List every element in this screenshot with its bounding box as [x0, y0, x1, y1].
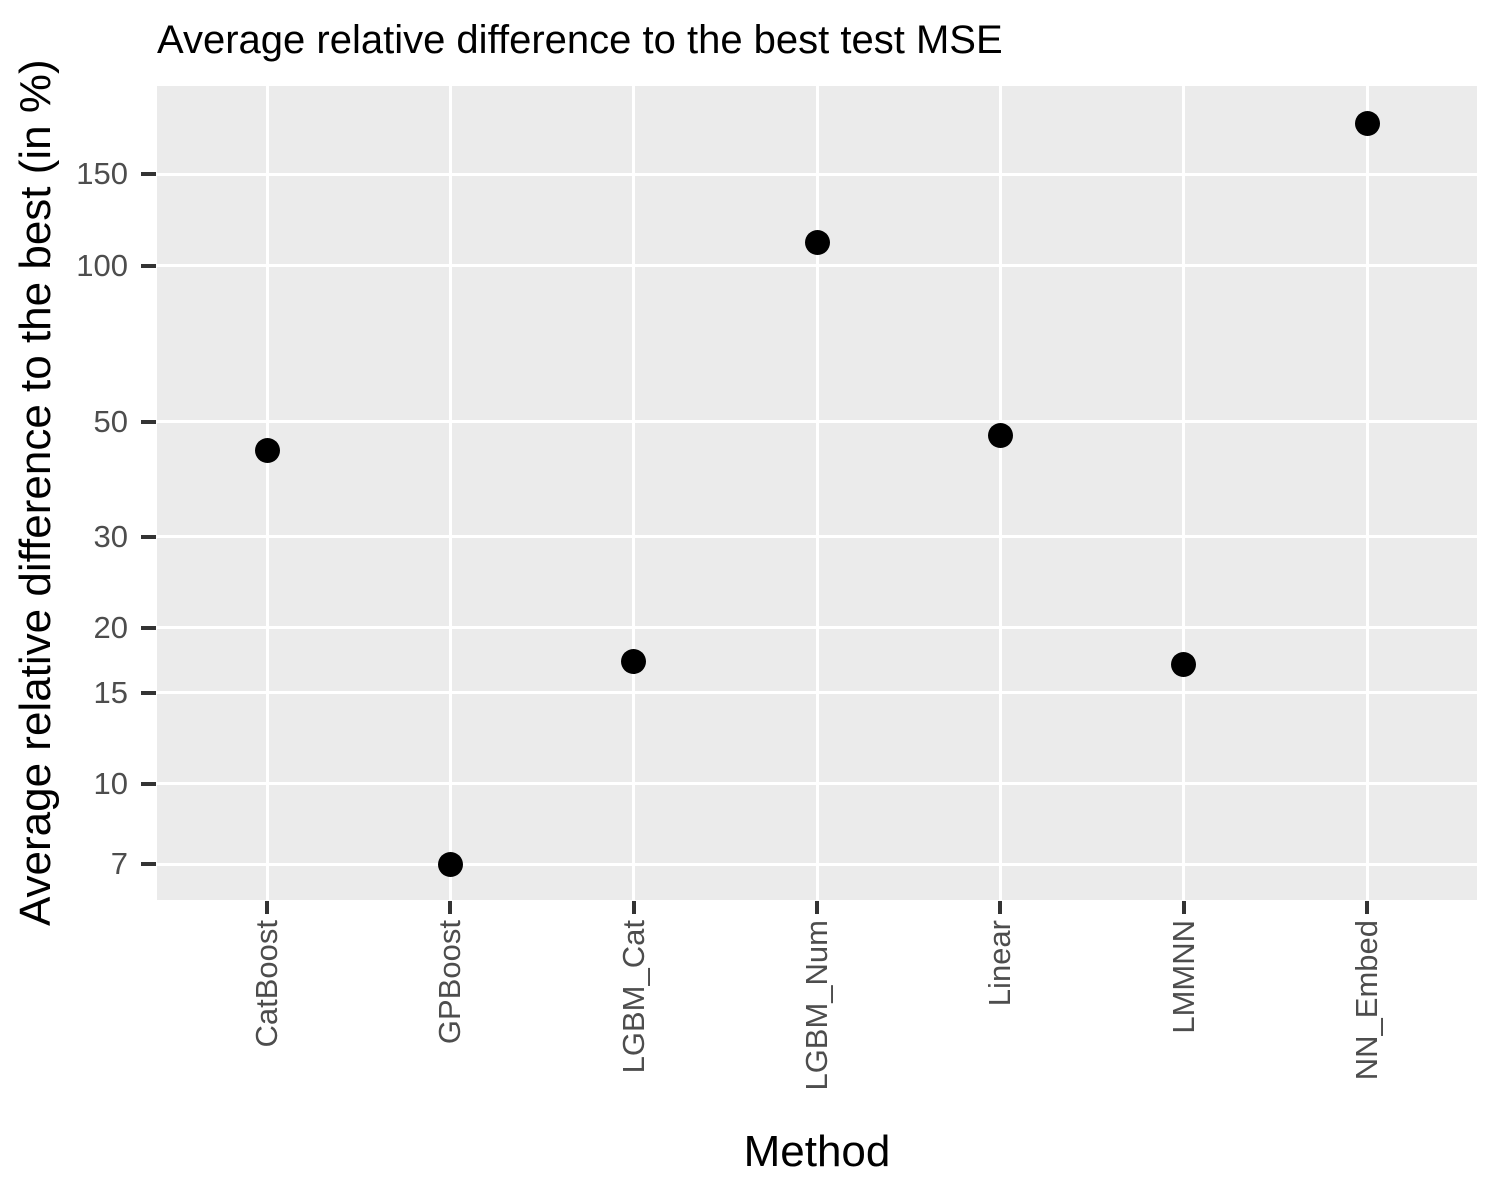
data-point-lgbm_num	[804, 229, 830, 255]
x-tick-label-gpboost: GPBoost	[432, 920, 468, 1045]
y-tick	[141, 263, 156, 268]
x-tick	[265, 901, 269, 914]
y-tick-label: 150	[76, 156, 128, 192]
data-point-catboost	[254, 437, 280, 463]
y-tick	[141, 862, 156, 867]
y-tick	[141, 625, 156, 630]
gridline-vertical	[1365, 86, 1369, 900]
x-tick-label-linear: Linear	[982, 920, 1018, 1007]
gridline-vertical	[265, 86, 269, 900]
y-tick	[141, 690, 156, 695]
chart-title: Average relative difference to the best …	[157, 18, 1003, 62]
x-tick	[815, 901, 819, 914]
y-tick-label: 50	[93, 403, 128, 439]
gridline-vertical	[632, 86, 636, 900]
y-tick	[141, 172, 156, 177]
x-tick-label-nn_embed: NN_Embed	[1349, 920, 1384, 1081]
gridline-vertical	[998, 86, 1002, 900]
gridline-vertical	[1182, 86, 1186, 900]
data-point-linear	[987, 422, 1013, 448]
y-tick	[141, 419, 156, 424]
gridline-vertical	[448, 86, 452, 900]
y-tick-label: 30	[93, 518, 128, 554]
x-tick	[631, 901, 636, 914]
x-tick	[1365, 901, 1369, 914]
gridline-vertical	[815, 86, 819, 900]
y-tick-label: 7	[110, 846, 128, 882]
x-tick-label-lgbm_cat: LGBM_Cat	[615, 920, 651, 1074]
plot-panel	[157, 86, 1477, 900]
y-tick-label: 20	[93, 609, 128, 645]
y-tick	[141, 781, 156, 786]
x-tick	[1181, 901, 1186, 914]
y-tick-label: 10	[93, 765, 128, 801]
data-point-nn_embed	[1354, 110, 1380, 136]
data-point-gpboost	[437, 851, 463, 877]
x-tick-label-lgbm_num: LGBM_Num	[799, 920, 834, 1091]
data-point-lgbm_cat	[621, 649, 647, 675]
y-tick-label: 15	[93, 674, 128, 710]
x-tick	[448, 901, 453, 914]
data-point-lmmnn	[1171, 651, 1197, 677]
x-tick-label-lmmnn: LMMNN	[1165, 920, 1201, 1034]
x-tick	[998, 901, 1003, 914]
x-tick-label-catboost: CatBoost	[249, 920, 284, 1048]
y-tick-label: 100	[76, 247, 128, 283]
y-axis-title: Average relative difference to the best …	[11, 59, 60, 927]
y-tick	[141, 534, 156, 539]
x-axis-title: Method	[743, 1127, 891, 1176]
